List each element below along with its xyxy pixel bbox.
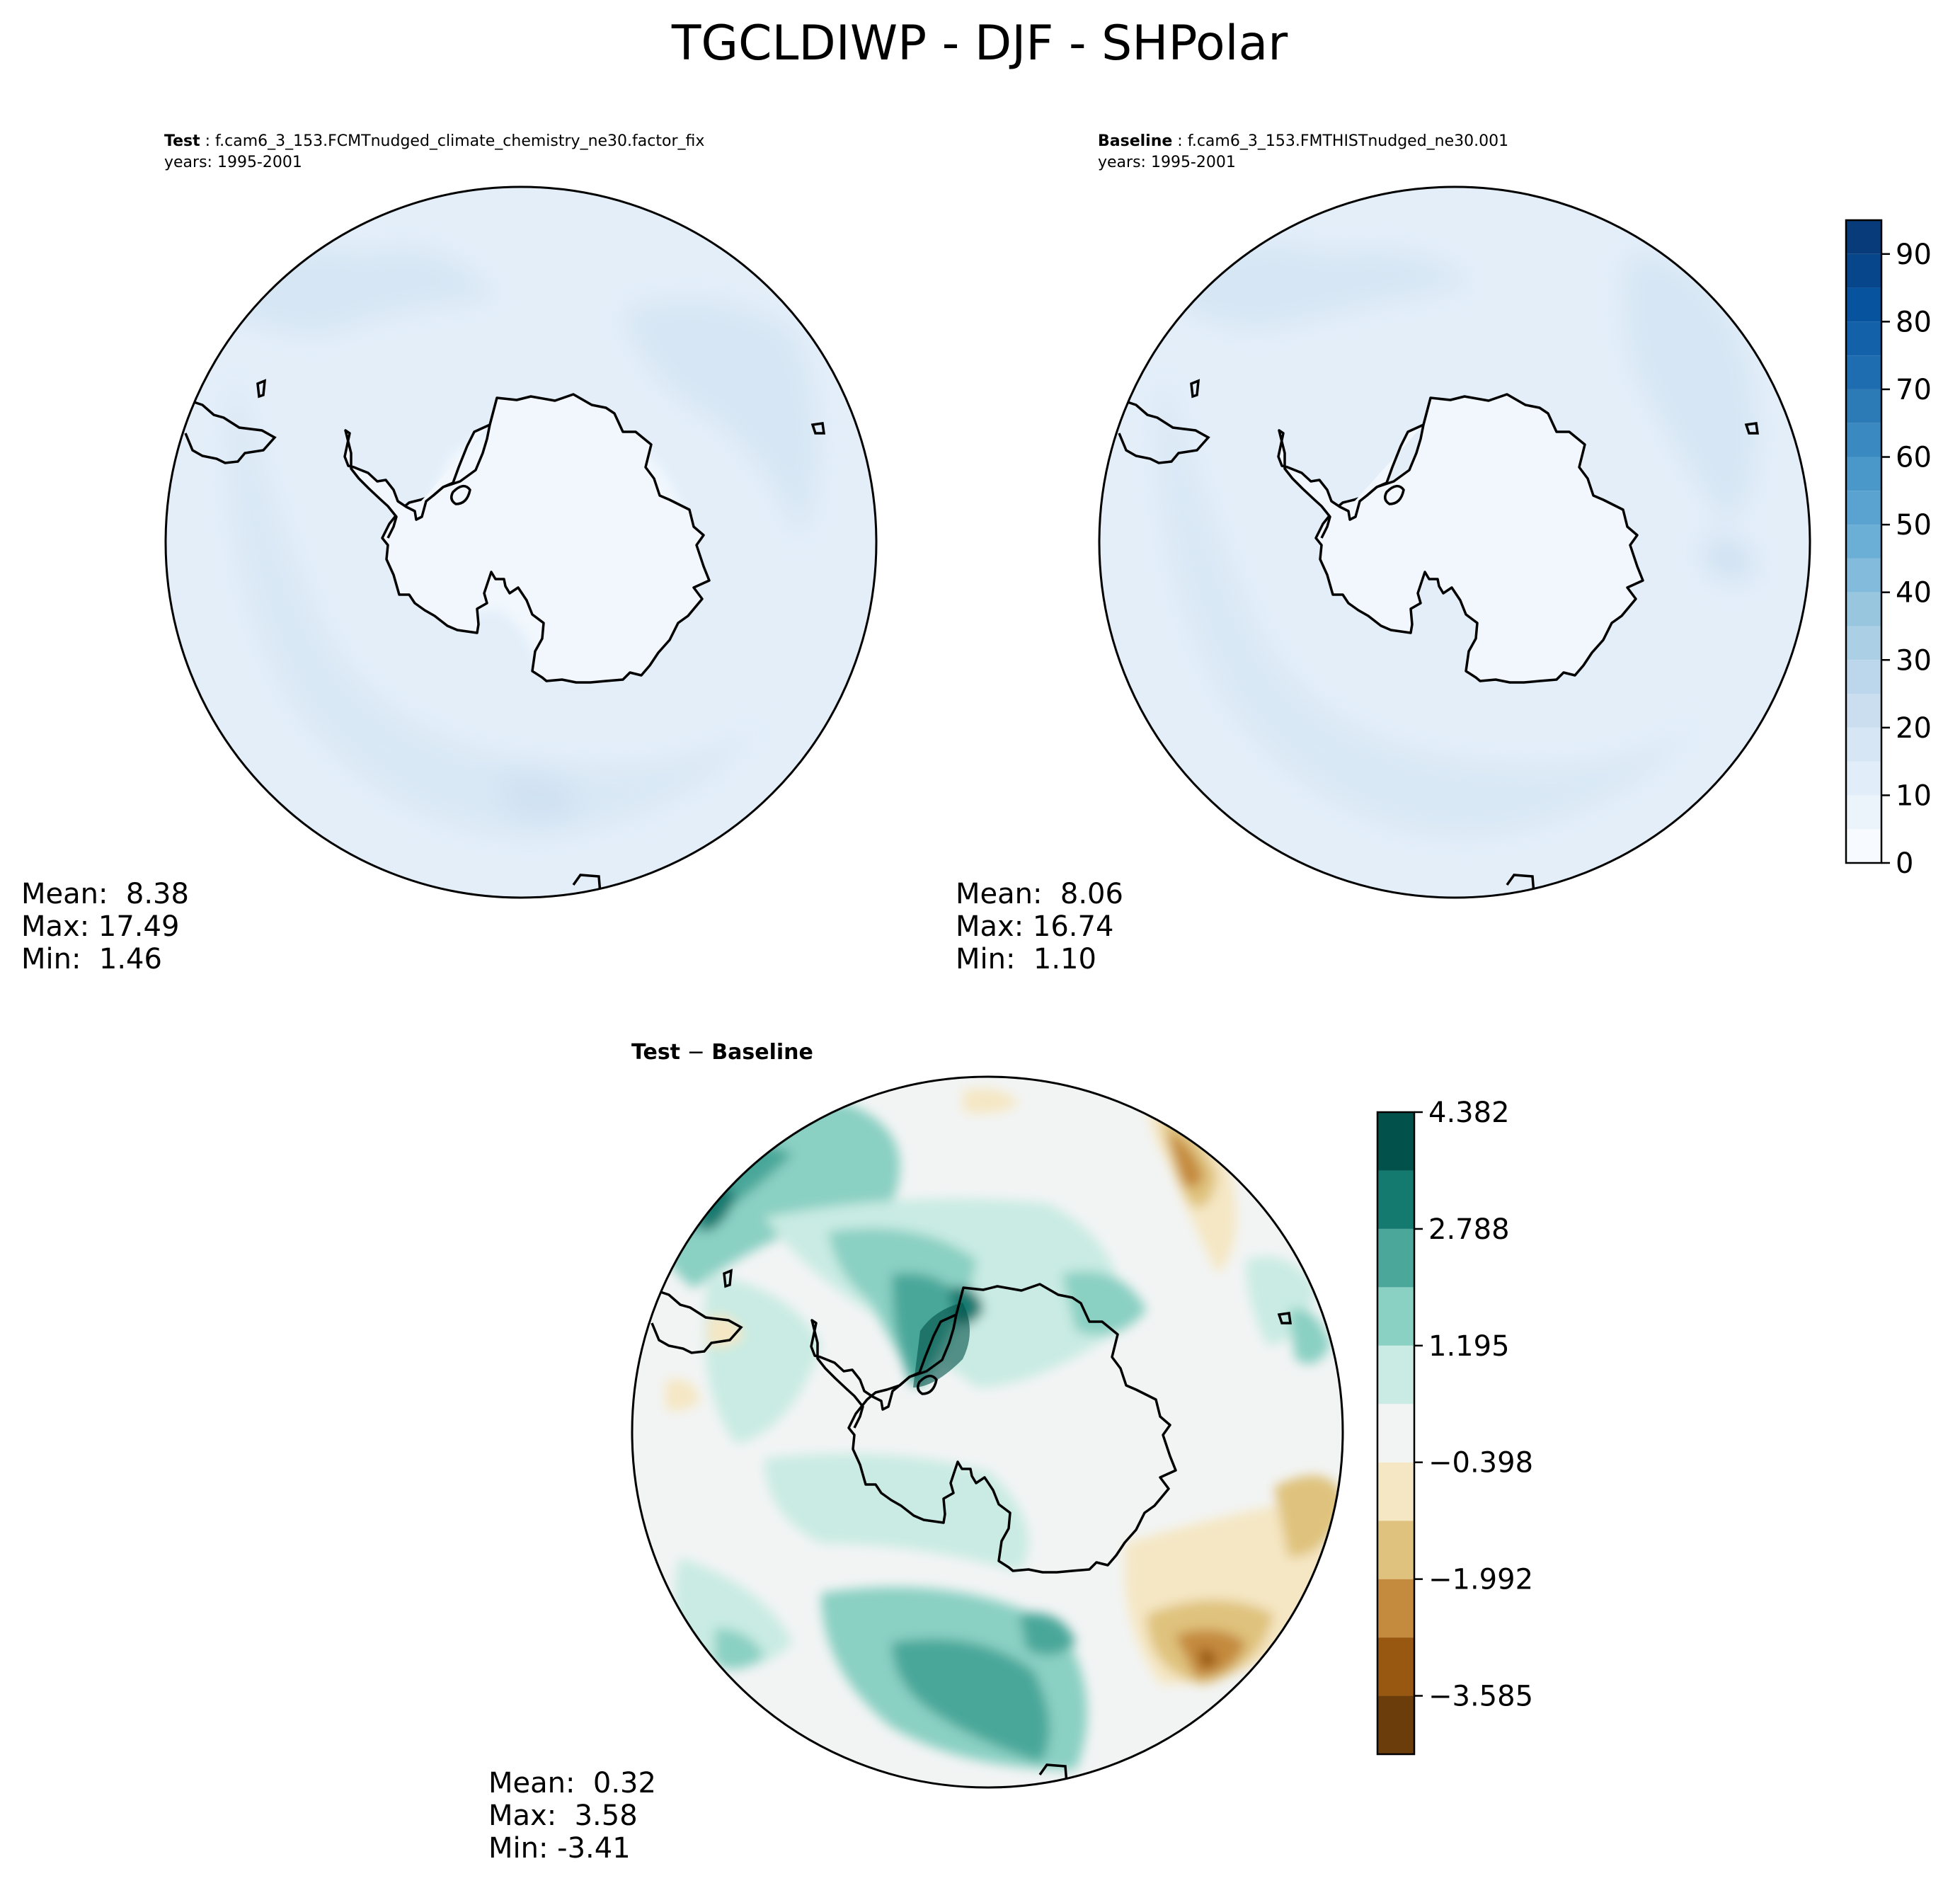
baseline-label: Baseline <box>1098 132 1172 150</box>
colorbar-absolute-swatch <box>1846 727 1881 762</box>
colorbar-difference-swatch <box>1377 1170 1414 1229</box>
colorbar-absolute-swatch <box>1846 423 1881 457</box>
diff-map <box>632 1077 1343 1787</box>
baseline-case-name: f.cam6_3_153.FMTHISTnudged_ne30.001 <box>1188 132 1508 150</box>
diff-title-test: Test <box>631 1040 680 1065</box>
colorbar-absolute-swatch <box>1846 220 1881 254</box>
colorbar-difference-tick-label: 1.195 <box>1428 1330 1510 1363</box>
colorbar-absolute-swatch <box>1846 321 1881 356</box>
colorbar-absolute-swatch <box>1846 355 1881 389</box>
test-panel: Test : f.cam6_3_153.FCMTnudged_climate_c… <box>21 132 878 976</box>
colorbar-difference-tick-label: −0.398 <box>1428 1447 1533 1480</box>
colorbar-difference-frame <box>1376 1111 1416 1756</box>
colorbar-difference-swatch <box>1377 1404 1414 1463</box>
colorbar-difference-swatch <box>1377 1579 1414 1638</box>
colorbar-difference-swatch <box>1377 1521 1414 1579</box>
colorbar-difference-swatch <box>1377 1695 1414 1754</box>
colorbar-difference-tick-label: 4.382 <box>1428 1097 1510 1129</box>
colorbar-absolute-swatch <box>1846 525 1881 559</box>
figure-title: TGCLDIWP - DJF - SHPolar <box>671 16 1288 71</box>
test-stat-max: Max: 17.49 <box>21 910 179 943</box>
baseline-stat-min: Min: 1.10 <box>956 943 1096 976</box>
colorbar-absolute-tick-label: 0 <box>1896 847 1913 880</box>
colorbar-difference-tick-label: 2.788 <box>1428 1213 1510 1246</box>
colorbar-difference-swatch <box>1377 1462 1414 1521</box>
colorbar-absolute-tick-label: 80 <box>1896 306 1932 338</box>
colorbar-absolute-frame <box>1845 219 1883 864</box>
baseline-stat-max: Max: 16.74 <box>956 910 1113 943</box>
diff-stat-min: Min: -3.41 <box>488 1832 631 1865</box>
baseline-years: years: 1995-2001 <box>1098 154 1236 171</box>
baseline-map <box>1099 187 1810 898</box>
baseline-panel-title: Baseline : f.cam6_3_153.FMTHISTnudged_ne… <box>1098 132 1508 150</box>
test-label: Test <box>164 132 200 150</box>
diff-title-sep: − <box>680 1040 711 1065</box>
colorbar-absolute-swatch <box>1846 694 1881 728</box>
colorbar-absolute-swatch <box>1846 829 1881 863</box>
colorbar-absolute-swatch <box>1846 795 1881 830</box>
test-colon: : <box>200 132 215 150</box>
colorbar-absolute-swatch <box>1846 457 1881 491</box>
diff-panel-title: Test − Baseline <box>631 1040 813 1065</box>
colorbar-absolute-tick-label: 40 <box>1896 577 1932 610</box>
colorbar-difference: 4.382 2.788 1.195 −0.398 −1.992 −3.585 <box>1376 1097 1533 1756</box>
colorbar-absolute-tick-label: 90 <box>1896 239 1932 271</box>
colorbar-absolute-tick-label: 20 <box>1896 712 1932 745</box>
colorbar-absolute-swatch <box>1846 660 1881 694</box>
test-stat-min: Min: 1.46 <box>21 943 162 976</box>
colorbar-absolute-swatch <box>1846 389 1881 423</box>
colorbar-absolute-tick-label: 60 <box>1896 442 1932 474</box>
colorbar-difference-swatch <box>1377 1345 1414 1404</box>
baseline-stat-mean: Mean: 8.06 <box>956 878 1123 910</box>
test-stat-mean: Mean: 8.38 <box>21 878 189 910</box>
colorbar-absolute-swatch <box>1846 558 1881 593</box>
diff-stat-mean: Mean: 0.32 <box>488 1767 656 1800</box>
colorbar-absolute-tick-label: 10 <box>1896 779 1932 812</box>
colorbar-absolute-tick-label: 50 <box>1896 509 1932 542</box>
baseline-panel: Baseline : f.cam6_3_153.FMTHISTnudged_ne… <box>956 132 1811 976</box>
colorbar-absolute-swatch <box>1846 287 1881 322</box>
colorbar-difference-swatch <box>1377 1228 1414 1288</box>
colorbar-difference-swatch <box>1377 1637 1414 1696</box>
test-case-name: f.cam6_3_153.FCMTnudged_climate_chemistr… <box>215 132 704 150</box>
colorbar-absolute: 0 10 20 30 40 50 60 70 80 90 <box>1845 219 1932 880</box>
test-years: years: 1995-2001 <box>164 154 302 171</box>
diff-stat-max: Max: 3.58 <box>488 1800 638 1832</box>
diff-panel: Test − Baseline <box>488 1040 1344 1865</box>
baseline-colon: : <box>1172 132 1187 150</box>
colorbar-difference-swatch <box>1377 1287 1414 1346</box>
colorbar-absolute-swatch <box>1846 491 1881 525</box>
diff-title-baseline: Baseline <box>711 1040 813 1065</box>
colorbar-absolute-swatch <box>1846 626 1881 660</box>
colorbar-absolute-swatch <box>1846 761 1881 796</box>
colorbar-difference-swatch <box>1377 1112 1414 1171</box>
test-panel-title: Test : f.cam6_3_153.FCMTnudged_climate_c… <box>164 132 704 150</box>
test-map <box>166 187 876 898</box>
colorbar-difference-tick-label: −1.992 <box>1428 1564 1533 1596</box>
colorbar-difference-tick-label: −3.585 <box>1428 1681 1533 1713</box>
colorbar-absolute-swatch <box>1846 253 1881 288</box>
colorbar-absolute-swatch <box>1846 592 1881 627</box>
colorbar-absolute-tick-label: 70 <box>1896 374 1932 406</box>
colorbar-absolute-tick-label: 30 <box>1896 644 1932 677</box>
